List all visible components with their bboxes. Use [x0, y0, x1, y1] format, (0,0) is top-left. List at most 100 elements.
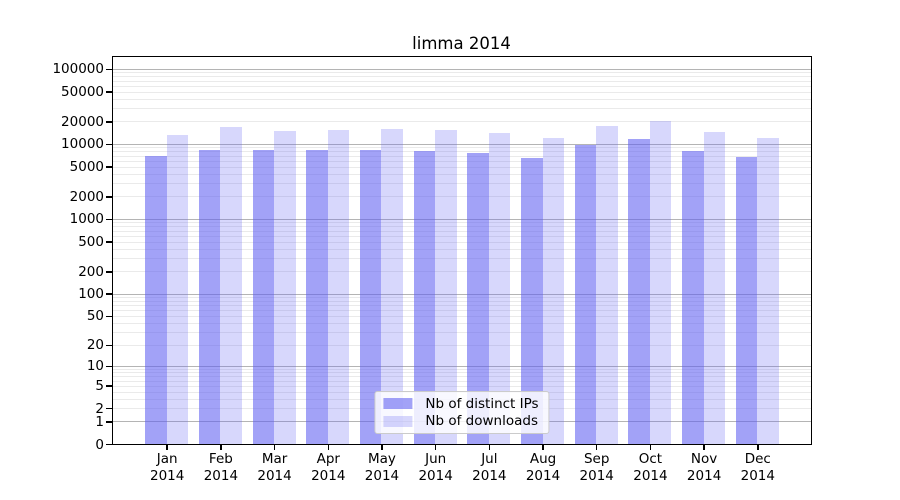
minor-gridline	[113, 305, 811, 307]
y-tick-mark	[105, 443, 113, 446]
legend: Nb of distinct IPs Nb of downloads	[374, 391, 550, 434]
minor-gridline	[113, 376, 811, 378]
legend-swatch-distinct-ips	[383, 398, 413, 410]
major-gridline	[113, 68, 811, 70]
minor-gridline	[113, 147, 811, 149]
y-tick-mark	[105, 196, 113, 198]
bar-jul-ips	[467, 152, 489, 444]
y-tick-mark	[105, 121, 113, 123]
x-tick-label-feb: Feb 2014	[203, 451, 239, 484]
legend-item-downloads: Nb of downloads	[383, 413, 538, 431]
bar-may-downloads	[381, 128, 403, 444]
y-tick-label: 500	[78, 234, 104, 250]
y-tick-mark	[105, 421, 113, 423]
minor-gridline	[113, 380, 811, 382]
bar-dec-downloads	[757, 138, 779, 444]
plot-area: Nb of distinct IPs Nb of downloads	[112, 56, 812, 445]
bar-feb-ips	[198, 150, 221, 444]
minor-gridline	[113, 108, 811, 110]
x-tick-label-dec: Dec 2014	[740, 451, 775, 484]
major-gridline	[113, 293, 811, 295]
y-tick-mark	[105, 271, 113, 273]
y-tick-label: 20	[86, 337, 104, 354]
minor-gridline	[113, 315, 811, 317]
minor-gridline	[113, 235, 811, 237]
x-tick-label-jan: Jan 2014	[150, 451, 185, 484]
minor-gridline	[113, 76, 811, 78]
x-tick-label-oct: Oct 2014	[633, 451, 668, 484]
minor-gridline	[113, 332, 811, 334]
bar-jun-ips	[413, 150, 436, 444]
bar-aug-ips	[521, 158, 543, 444]
y-tick-mark	[105, 385, 113, 387]
bar-sep-downloads	[596, 125, 618, 444]
minor-gridline	[113, 310, 811, 312]
x-tick-label-jul: Jul 2014	[472, 451, 507, 484]
y-tick-label: 1	[95, 413, 104, 430]
minor-gridline	[113, 258, 811, 260]
y-tick-label: 1000	[69, 211, 104, 228]
y-tick-label: 50000	[61, 84, 104, 101]
x-tick-label-aug: Aug 2014	[525, 451, 561, 484]
minor-gridline	[113, 98, 811, 100]
chart-title: limma 2014	[412, 34, 511, 53]
bar-oct-downloads	[649, 120, 672, 444]
y-tick-mark	[105, 315, 113, 318]
y-tick-mark	[105, 218, 113, 221]
bar-nov-downloads	[703, 131, 726, 444]
y-tick-mark	[105, 293, 113, 295]
minor-gridline	[113, 271, 811, 273]
minor-gridline	[113, 166, 811, 168]
minor-gridline	[113, 230, 811, 232]
minor-gridline	[113, 173, 811, 175]
minor-gridline	[113, 372, 811, 374]
x-tick-mark	[327, 444, 330, 450]
x-tick-mark	[220, 444, 222, 450]
major-gridline	[113, 143, 811, 145]
y-tick-label: 2	[95, 400, 104, 417]
x-tick-label-apr: Apr 2014	[311, 451, 346, 484]
minor-gridline	[113, 323, 811, 325]
minor-gridline	[113, 91, 811, 93]
y-tick-label: 50	[86, 308, 104, 325]
minor-gridline	[113, 196, 811, 198]
y-tick-mark	[105, 68, 113, 71]
x-tick-label-may: May 2014	[364, 451, 400, 484]
y-tick-label: 2000	[69, 188, 104, 205]
minor-gridline	[113, 155, 811, 157]
minor-gridline	[113, 248, 811, 250]
major-gridline	[113, 365, 811, 367]
bar-jan-downloads	[166, 134, 189, 444]
y-tick-label: 100	[78, 286, 104, 303]
y-tick-label: 5000	[69, 159, 104, 176]
bar-aug-downloads	[542, 138, 565, 444]
y-tick-label: 10	[86, 358, 104, 375]
bar-jan-ips	[145, 155, 167, 444]
x-tick-mark	[649, 444, 652, 450]
y-tick-mark	[105, 344, 113, 347]
x-tick-mark	[381, 444, 383, 450]
legend-item-distinct-ips: Nb of distinct IPs	[383, 395, 539, 413]
minor-gridline	[113, 300, 811, 302]
x-tick-mark	[542, 444, 544, 450]
minor-gridline	[113, 297, 811, 299]
minor-gridline	[113, 151, 811, 153]
x-tick-label-sep: Sep 2014	[579, 451, 614, 484]
minor-gridline	[113, 369, 811, 370]
y-tick-mark	[105, 166, 113, 168]
x-tick-mark	[757, 444, 759, 450]
bar-dec-ips	[735, 156, 758, 444]
y-tick-label: 200	[78, 263, 104, 280]
x-tick-mark	[595, 444, 598, 450]
y-tick-mark	[105, 91, 113, 93]
legend-label-downloads: Nb of downloads	[425, 413, 538, 430]
bar-mar-downloads	[274, 130, 296, 444]
x-tick-label-nov: Nov 2014	[686, 451, 722, 484]
minor-gridline	[113, 226, 811, 228]
minor-gridline	[113, 72, 811, 74]
y-tick-mark	[105, 143, 113, 146]
bar-oct-ips	[628, 138, 650, 444]
minor-gridline	[113, 183, 811, 185]
y-tick-label: 10000	[61, 136, 104, 153]
